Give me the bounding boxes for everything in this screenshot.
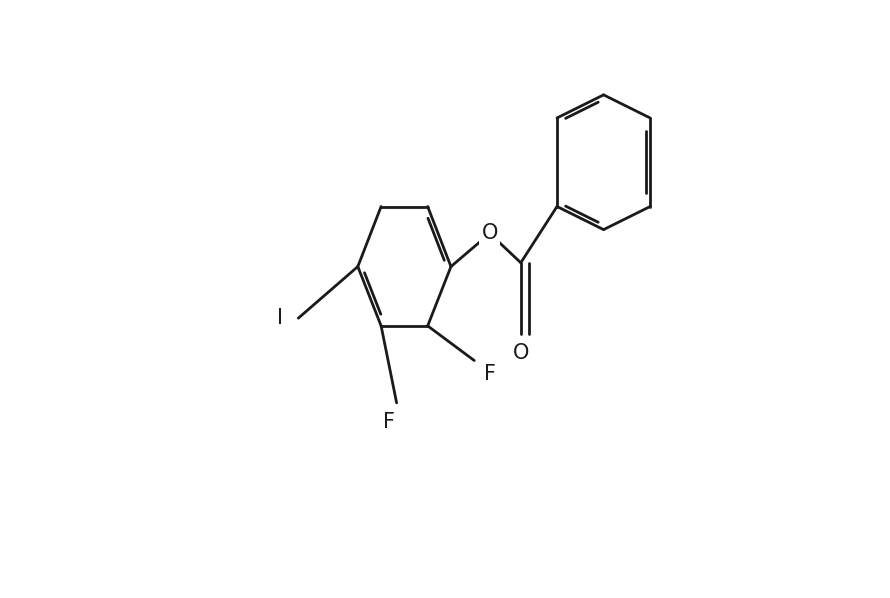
Text: F: F	[383, 412, 395, 432]
Text: I: I	[277, 308, 283, 328]
Text: F: F	[484, 364, 496, 383]
Text: O: O	[513, 343, 529, 363]
Text: O: O	[481, 224, 498, 243]
